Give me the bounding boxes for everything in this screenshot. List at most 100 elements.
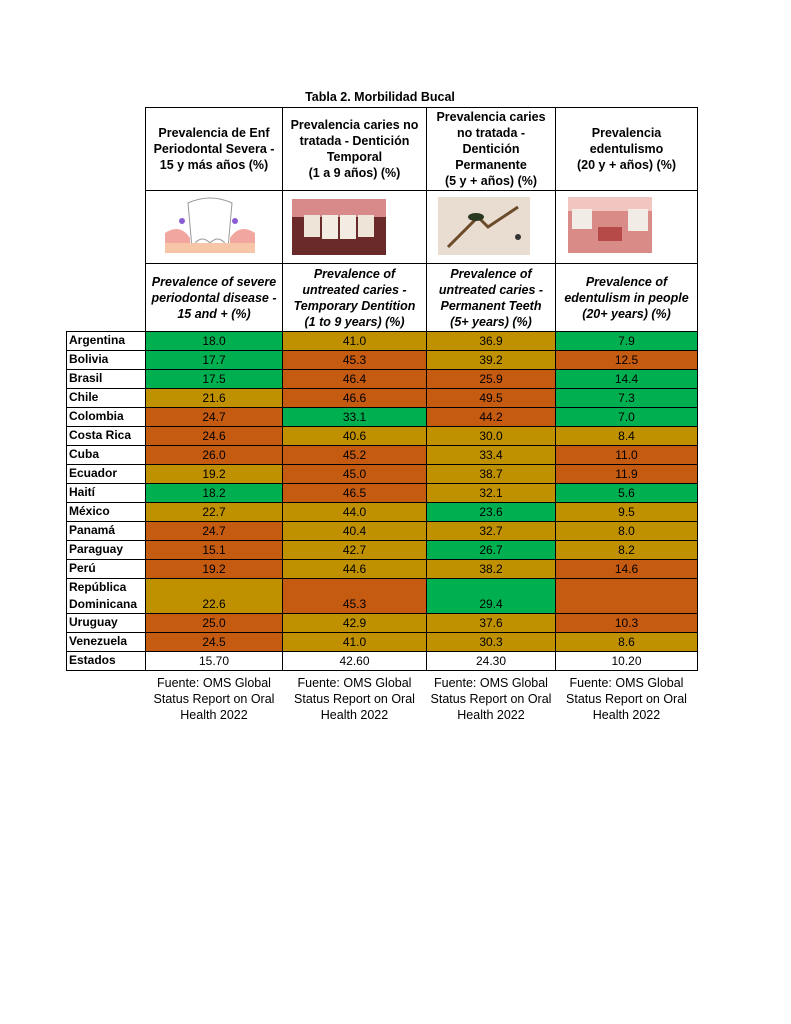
- row-label: Estados Unidos: [66, 651, 146, 671]
- value-cell: 42.9: [282, 613, 427, 633]
- value-cell: 38.2: [426, 559, 556, 579]
- value-cell: 19.2: [145, 464, 283, 484]
- value-cell: 46.5: [282, 483, 427, 503]
- value-cell: 41.0: [282, 331, 427, 351]
- column-header: Prevalencia de Enf Periodontal Severa - …: [145, 107, 283, 191]
- value-cell: 44.0: [282, 502, 427, 522]
- value-cell: 37.6: [426, 613, 556, 633]
- value-cell: 10.3: [555, 613, 698, 633]
- image-cell: [282, 190, 427, 264]
- value-cell: 29.4: [426, 578, 556, 614]
- value-cell: 11.9: [555, 464, 698, 484]
- value-cell: 32.7: [426, 521, 556, 541]
- image-cell: [555, 190, 698, 264]
- row-label: Haití: [66, 483, 146, 503]
- value-cell: 14.4: [555, 369, 698, 389]
- source-note: Fuente: OMS Global Status Report on Oral…: [294, 676, 415, 722]
- row-label: Costa Rica: [66, 426, 146, 446]
- row-label: Bolivia: [66, 350, 146, 370]
- row-label: Colombia: [66, 407, 146, 427]
- value-cell: 42.7: [282, 540, 427, 560]
- row-label: Panamá: [66, 521, 146, 541]
- value-cell: 24.7: [145, 407, 283, 427]
- value-cell: 12.5: [555, 350, 698, 370]
- column-header: Prevalencia caries no tratada - Dentició…: [426, 107, 556, 191]
- value-cell: 33.4: [426, 445, 556, 465]
- row-label: Venezuela: [66, 632, 146, 652]
- row-label: Ecuador: [66, 464, 146, 484]
- value-cell: 44.6: [282, 559, 427, 579]
- value-cell: 8.4: [555, 426, 698, 446]
- value-cell: 38.7: [426, 464, 556, 484]
- gum-illustration: [165, 197, 255, 253]
- table-title: Tabla 2. Morbilidad Bucal: [305, 90, 455, 104]
- row-label: Uruguay: [66, 613, 146, 633]
- row-label: Brasil: [66, 369, 146, 389]
- value-cell: 25.9: [426, 369, 556, 389]
- value-cell: 7.0: [555, 407, 698, 427]
- value-cell: 49.5: [426, 388, 556, 408]
- value-cell: 7.9: [555, 331, 698, 351]
- value-cell: 40.4: [282, 521, 427, 541]
- value-cell: 18.2: [145, 483, 283, 503]
- value-cell: 5.6: [555, 483, 698, 503]
- value-cell: 19.2: [145, 559, 283, 579]
- value-cell: 24.6: [145, 426, 283, 446]
- value-cell: 7.3: [555, 388, 698, 408]
- value-cell: 45.3: [282, 578, 427, 614]
- value-cell: 8.6: [555, 632, 698, 652]
- caries-photo: [438, 197, 530, 255]
- row-label: Perú: [66, 559, 146, 579]
- total-cell: 10.20: [555, 651, 698, 671]
- source-note: Fuente: OMS Global Status Report on Oral…: [430, 676, 552, 722]
- value-cell: 45.0: [282, 464, 427, 484]
- value-cell: 33.1: [282, 407, 427, 427]
- row-label: México: [66, 502, 146, 522]
- value-cell: 25.0: [145, 613, 283, 633]
- total-cell: 42.60: [282, 651, 427, 671]
- total-cell: 24.30: [426, 651, 556, 671]
- value-cell: 24.7: [145, 521, 283, 541]
- value-cell: 11.0: [555, 445, 698, 465]
- column-header-en: Prevalence of edentulism in people (20+ …: [555, 263, 698, 332]
- image-cell: [145, 190, 283, 264]
- column-header-en: Prevalence of severe periodontal disease…: [145, 263, 283, 332]
- column-header: Prevalencia caries no tratada - Dentició…: [282, 107, 427, 191]
- value-cell: 46.6: [282, 388, 427, 408]
- source-note: Fuente: OMS Global Status Report on Oral…: [566, 676, 687, 722]
- value-cell: 41.0: [282, 632, 427, 652]
- value-cell: 18.0: [145, 331, 283, 351]
- value-cell: 17.7: [145, 350, 283, 370]
- value-cell: 8.2: [555, 540, 698, 560]
- value-cell: 39.2: [426, 350, 556, 370]
- row-label: Paraguay: [66, 540, 146, 560]
- value-cell: 21.6: [145, 388, 283, 408]
- row-label: Cuba: [66, 445, 146, 465]
- column-header-en: Prevalence of untreated caries - Permane…: [426, 263, 556, 332]
- value-cell: 14.6: [555, 559, 698, 579]
- value-cell: 26.0: [145, 445, 283, 465]
- row-label: Chile: [66, 388, 146, 408]
- value-cell: 45.3: [282, 350, 427, 370]
- value-cell: 46.4: [282, 369, 427, 389]
- value-cell: 17.5: [145, 369, 283, 389]
- edentulism-photo: [568, 197, 652, 253]
- value-cell: 44.2: [426, 407, 556, 427]
- value-cell: 22.7: [145, 502, 283, 522]
- value-cell: 30.3: [426, 632, 556, 652]
- value-cell: [555, 578, 698, 614]
- column-header: Prevalencia edentulismo (20 y + años) (%…: [555, 107, 698, 191]
- value-cell: 32.1: [426, 483, 556, 503]
- row-label: República Dominicana: [66, 578, 146, 614]
- row-label: Argentina: [66, 331, 146, 351]
- child-teeth-photo: [292, 199, 386, 255]
- value-cell: 45.2: [282, 445, 427, 465]
- value-cell: 30.0: [426, 426, 556, 446]
- value-cell: 9.5: [555, 502, 698, 522]
- value-cell: 40.6: [282, 426, 427, 446]
- image-cell: [426, 190, 556, 264]
- value-cell: 23.6: [426, 502, 556, 522]
- value-cell: 22.6: [145, 578, 283, 614]
- total-cell: 15.70: [145, 651, 283, 671]
